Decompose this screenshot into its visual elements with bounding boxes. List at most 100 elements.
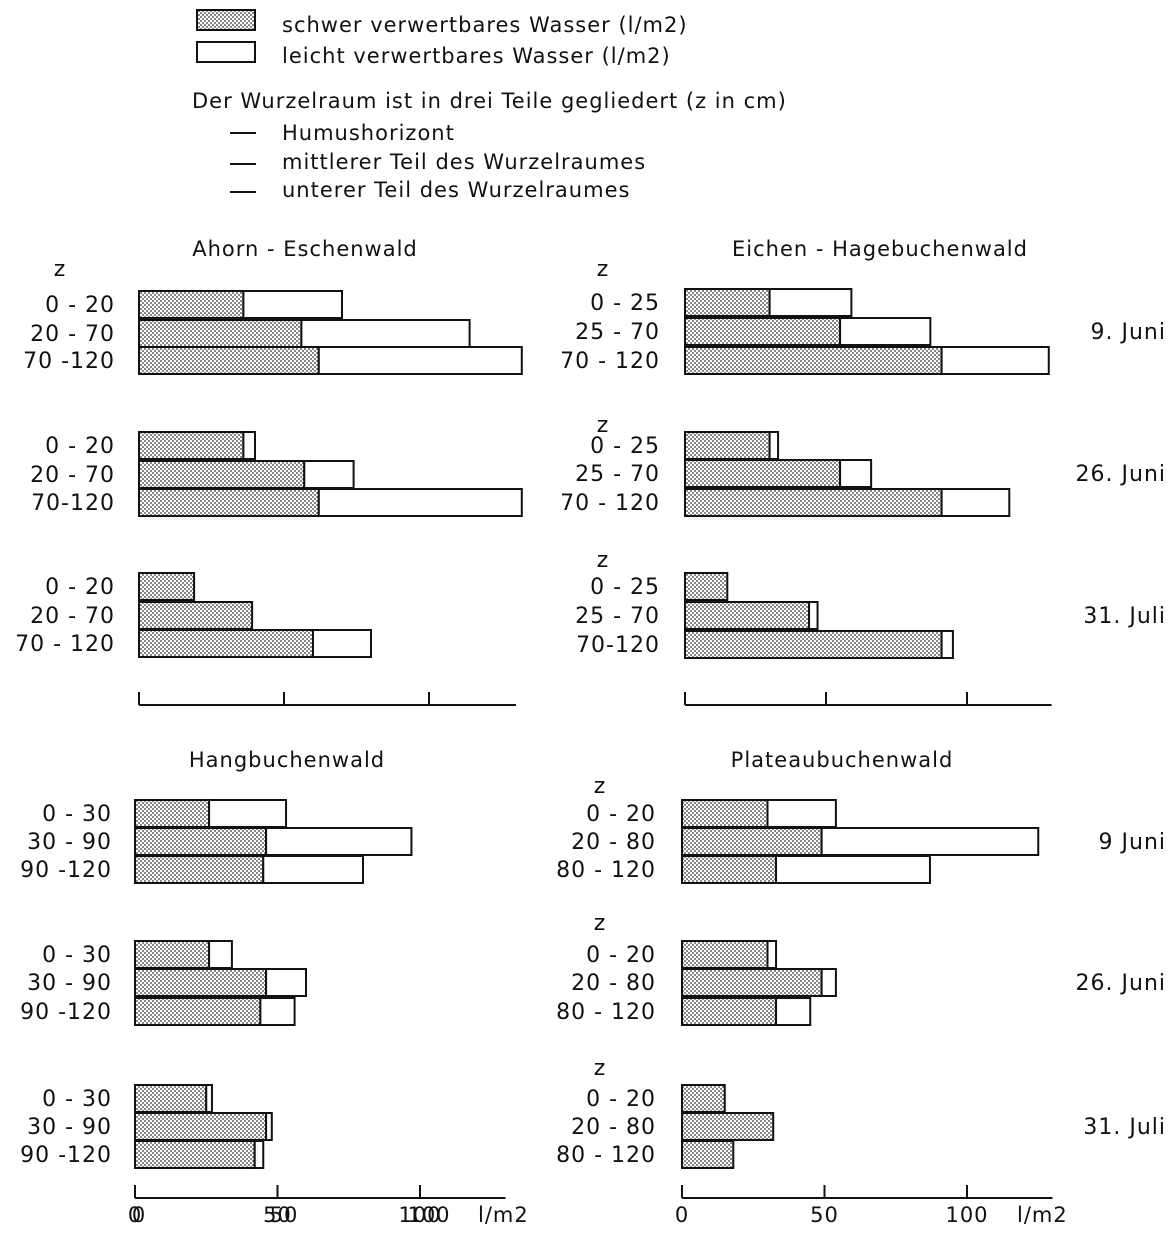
bar-hard-water: [684, 346, 943, 375]
x-tick-label: 0: [128, 1203, 142, 1227]
depth-label: 80 - 120: [556, 858, 656, 883]
bar-hard-water: [681, 1084, 726, 1113]
bar-hard-water: [684, 317, 842, 346]
bar-easy-water: [253, 1140, 265, 1169]
x-axis: [684, 692, 1052, 706]
depth-group: z 0 - 20 20 - 80 80 - 120 9 Juni: [556, 774, 1166, 884]
bar-easy-water: [242, 290, 343, 319]
x-tick-label: 100: [398, 1203, 441, 1227]
bar-easy-water: [766, 799, 837, 828]
depth-label: 25 - 70: [575, 604, 660, 629]
bar-hard-water: [681, 997, 778, 1026]
depth-label: 70 -120: [23, 349, 115, 374]
bar-hard-water: [138, 601, 254, 630]
bar-hard-water: [138, 319, 303, 348]
bar-hard-water: [684, 572, 729, 601]
bar-hard-water: [684, 488, 943, 517]
bar-hard-water: [138, 431, 245, 460]
x-tick-label: 100: [407, 1203, 450, 1227]
bar-hard-water: [681, 968, 823, 997]
depth-group: z 0 - 20 20 - 80 80 - 120 26. Juni: [556, 911, 1165, 1026]
bar-hard-water: [134, 1140, 256, 1169]
legend-swatch-easy: [196, 41, 256, 63]
legend-label-hard: schwer verwertbares Wasser (l/m2): [282, 13, 688, 37]
bar-easy-water: [265, 1112, 273, 1141]
bar-easy-water: [820, 827, 1040, 856]
depth-group: z 0 - 25 25 - 70 70 - 120 9. Juni: [560, 257, 1166, 375]
x-axis: 0 50 100: [132, 692, 516, 1227]
depth-group: 0 - 20 20 - 70 70-120: [30, 431, 523, 517]
bar-easy-water: [265, 968, 308, 997]
bar-easy-water: [259, 997, 296, 1026]
depth-label: 20 - 70: [30, 604, 115, 629]
bar-hard-water: [684, 431, 771, 460]
x-tick-label: 100: [945, 1203, 988, 1227]
depth-label: 25 - 70: [575, 320, 660, 345]
bar-easy-water: [303, 460, 355, 489]
bar-hard-water: [681, 827, 823, 856]
bar-easy-water: [820, 968, 837, 997]
bar-easy-water: [317, 346, 523, 375]
date-label: 9. Juni: [1091, 320, 1166, 345]
date-label: 31. Juli: [1083, 1115, 1166, 1140]
panel-title: Ahorn - Eschenwald: [192, 237, 418, 261]
depth-label: 20 - 80: [571, 971, 656, 996]
panel-title: Plateaubuchenwald: [731, 748, 954, 772]
depth-label: 0 - 20: [586, 1087, 656, 1112]
bar-easy-water: [940, 630, 954, 659]
depth-group: 0 - 30 30 - 90 90 -120: [20, 799, 413, 884]
depth-label: 0 - 25: [590, 291, 660, 316]
depth-label: 30 - 90: [27, 830, 112, 855]
depth-label: 80 - 120: [556, 1000, 656, 1025]
bar-hard-water: [684, 601, 811, 630]
depth-label: 20 - 80: [571, 1115, 656, 1140]
depth-axis-label: z: [597, 413, 610, 438]
depth-group: z0 - 25 25 - 70 70-120 31. Juli: [575, 548, 1166, 659]
bar-easy-water: [768, 288, 853, 317]
depth-label: 0 - 20: [586, 943, 656, 968]
bar-easy-water: [768, 431, 780, 460]
x-tick-label: 50: [263, 1203, 292, 1227]
depth-axis-label: z: [594, 774, 607, 799]
bar-hard-water: [684, 630, 943, 659]
x-axis: 0 50 100 l/m2: [128, 1185, 528, 1227]
bar-easy-water: [775, 855, 931, 884]
depth-axis-label: z: [594, 1056, 607, 1081]
bar-easy-water: [242, 431, 256, 460]
depth-label: 0 - 30: [42, 1087, 112, 1112]
bar-hard-water: [138, 488, 320, 517]
panel-title: Eichen - Hagebuchenwald: [732, 237, 1028, 261]
bar-easy-water: [775, 997, 812, 1026]
bar-hard-water: [684, 288, 771, 317]
legend-label-easy: leicht verwertbares Wasser (l/m2): [282, 44, 671, 68]
depth-label: 30 - 90: [27, 971, 112, 996]
depth-label: 20 - 70: [30, 463, 115, 488]
depth-label: 0 - 20: [45, 293, 115, 318]
date-label: 31. Juli: [1083, 604, 1166, 629]
depth-group: z0 - 25 25 - 70 70 - 120 26. Juni: [560, 413, 1165, 517]
x-tick-label: 50: [810, 1203, 839, 1227]
depth-group: z 0 - 20 20 - 80 80 - 120 31. Juli: [556, 1056, 1166, 1169]
legend-swatch-hard: [196, 9, 256, 31]
bar-hard-water: [134, 1112, 268, 1141]
bar-easy-water: [208, 940, 233, 969]
x-tick-label: 0: [132, 1203, 146, 1227]
depth-label: 70-120: [31, 491, 115, 516]
depth-label: 20 - 80: [571, 830, 656, 855]
panel-4: Plateaubuchenwald z 0 - 20 20 - 80 80 - 120 9…: [556, 748, 1166, 1227]
date-label: 9 Juni: [1099, 830, 1166, 855]
depth-group: 0 - 30 30 - 90 90 -120: [20, 940, 308, 1026]
bar-easy-water: [205, 1084, 213, 1113]
depth-label: 0 - 20: [586, 802, 656, 827]
bar-hard-water: [134, 997, 262, 1026]
bar-easy-water: [808, 601, 819, 630]
bar-easy-water: [839, 459, 873, 488]
bar-hard-water: [138, 290, 245, 319]
bar-hard-water: [138, 346, 320, 375]
bar-easy-water: [940, 488, 1011, 517]
